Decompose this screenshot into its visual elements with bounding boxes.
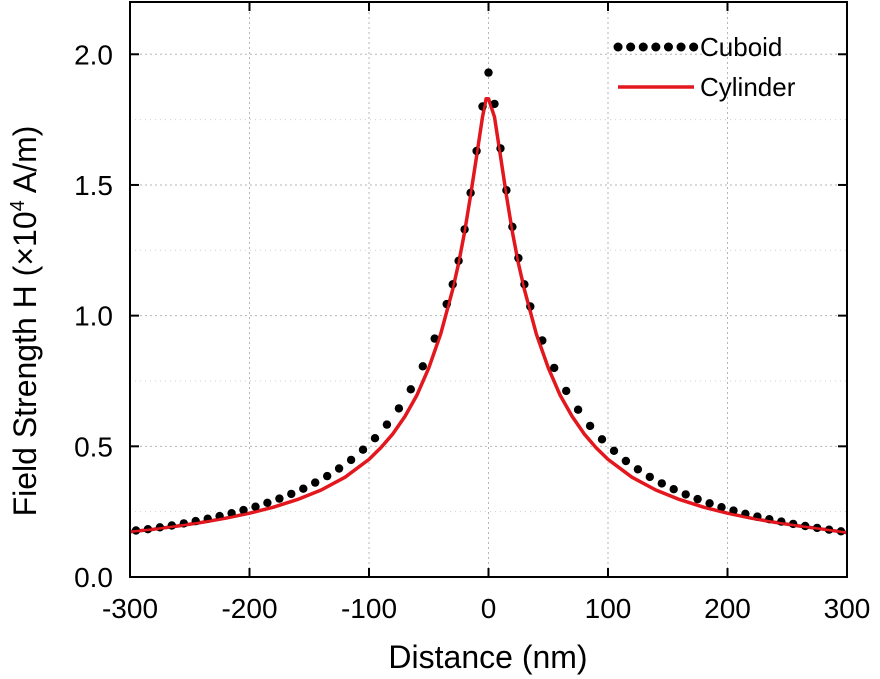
plot-series [129, 68, 848, 536]
x-tick-label: -300 [102, 593, 158, 624]
cuboid-point [645, 472, 654, 482]
cuboid-point [263, 498, 272, 507]
cuboid-point [406, 385, 415, 394]
cuboid-point [705, 499, 714, 508]
cuboid-point [394, 404, 404, 413]
x-tick-label: 300 [824, 593, 871, 624]
cuboid-point [334, 464, 344, 473]
cuboid-point [490, 99, 499, 109]
y-tick-label: 0.5 [74, 431, 113, 462]
x-axis-label: Distance (nm) [388, 639, 587, 675]
cuboid-point [323, 471, 332, 481]
cuboid-point [346, 455, 356, 465]
cuboid-point [418, 362, 427, 371]
x-tick-label: 200 [704, 593, 751, 624]
cuboid-point [484, 68, 493, 77]
cuboid-point [358, 445, 368, 454]
series-line-cylinder-overlay [129, 97, 848, 534]
x-tick-label: -200 [221, 593, 277, 624]
cuboid-point [251, 502, 260, 511]
legend: Cuboid Cylinder [613, 32, 796, 102]
cuboid-point [693, 494, 702, 504]
x-tick-label: -100 [341, 593, 397, 624]
y-tick-labels: 0.0 0.5 1.0 1.5 2.0 [74, 39, 113, 593]
y-tick-label: 2.0 [74, 39, 113, 70]
y-tick-label: 1.0 [74, 301, 113, 332]
legend-label-cuboid: Cuboid [700, 32, 782, 62]
cuboid-point [597, 435, 607, 444]
cuboid-point [382, 420, 392, 429]
x-tick-label: 100 [585, 593, 632, 624]
cuboid-point [239, 505, 248, 515]
y-axis-label-prefix: Field Strength H (×10 [7, 211, 43, 516]
y-tick-label: 1.5 [74, 170, 113, 201]
cuboid-point [669, 485, 678, 494]
x-tick-label: 0 [481, 593, 497, 624]
y-axis-label: Field Strength H (×104 A/m) [7, 126, 43, 517]
cuboid-point [729, 506, 738, 515]
legend-label-cylinder: Cylinder [700, 72, 796, 102]
cuboid-point [370, 434, 380, 443]
cuboid-point [633, 465, 643, 474]
y-axis-label-exponent: 4 [7, 200, 29, 211]
x-tick-labels: -300 -200 -100 0 100 200 300 [102, 593, 870, 624]
y-axis-label-suffix: A/m) [7, 126, 43, 201]
cuboid-point [311, 478, 320, 487]
cuboid-point [681, 490, 690, 499]
cuboid-point [299, 484, 308, 493]
axis-ticks [129, 2, 848, 578]
cuboid-point [573, 405, 583, 414]
cuboid-point [609, 446, 619, 455]
cuboid-point [585, 421, 595, 431]
cuboid-point [562, 386, 571, 396]
cuboid-point [287, 489, 296, 499]
y-tick-label: 0.0 [74, 562, 113, 593]
cuboid-point [717, 503, 726, 512]
cuboid-point [621, 456, 631, 466]
cuboid-point [550, 363, 559, 373]
cuboid-point [657, 479, 666, 488]
cuboid-point [430, 334, 439, 343]
cuboid-point [275, 494, 284, 503]
